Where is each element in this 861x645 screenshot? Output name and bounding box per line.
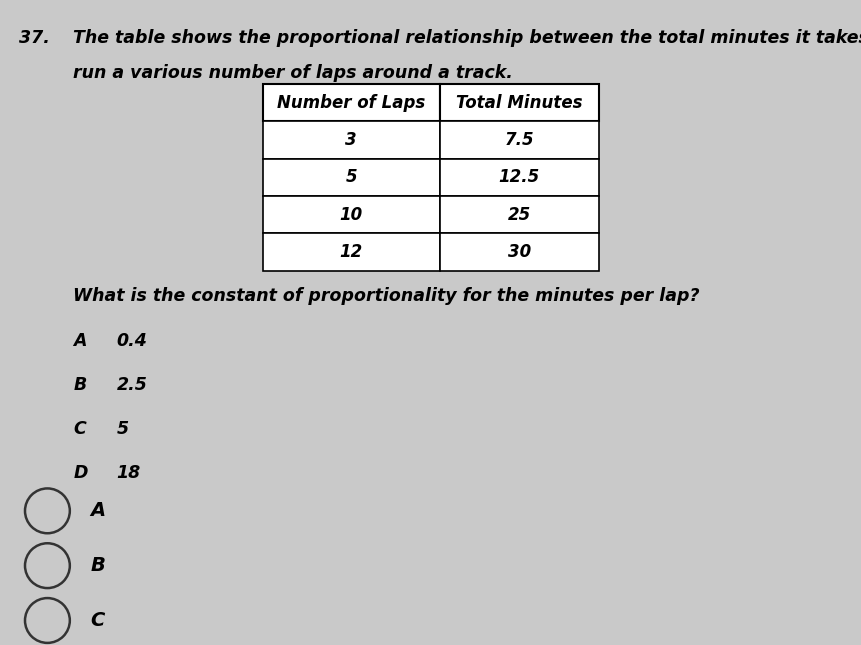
Text: run a various number of laps around a track.: run a various number of laps around a tr… xyxy=(73,64,512,83)
Text: 10: 10 xyxy=(339,206,362,224)
Text: The table shows the proportional relationship between the total minutes it takes: The table shows the proportional relatio… xyxy=(73,29,861,47)
Text: Total Minutes: Total Minutes xyxy=(455,94,582,112)
Bar xyxy=(263,159,439,196)
Text: B: B xyxy=(90,556,105,575)
Text: 5: 5 xyxy=(345,168,356,186)
Bar xyxy=(263,196,439,233)
Bar xyxy=(263,121,439,159)
Text: 3: 3 xyxy=(345,131,356,149)
Text: 0.4: 0.4 xyxy=(116,332,147,350)
Text: What is the constant of proportionality for the minutes per lap?: What is the constant of proportionality … xyxy=(73,287,699,305)
Text: 18: 18 xyxy=(116,464,140,482)
Bar xyxy=(439,159,598,196)
Text: 7.5: 7.5 xyxy=(504,131,534,149)
Text: Number of Laps: Number of Laps xyxy=(277,94,424,112)
Bar xyxy=(263,84,439,121)
Text: 2.5: 2.5 xyxy=(116,376,147,394)
Text: D: D xyxy=(73,464,88,482)
Text: C: C xyxy=(73,420,86,438)
Text: 12.5: 12.5 xyxy=(499,168,539,186)
Text: C: C xyxy=(90,611,105,630)
Bar xyxy=(439,233,598,271)
Bar xyxy=(439,196,598,233)
Text: A: A xyxy=(90,501,106,521)
Text: A: A xyxy=(73,332,87,350)
Text: 30: 30 xyxy=(507,243,530,261)
Bar xyxy=(439,84,598,121)
Bar xyxy=(263,233,439,271)
Text: 25: 25 xyxy=(507,206,530,224)
Bar xyxy=(439,121,598,159)
Text: 12: 12 xyxy=(339,243,362,261)
Text: B: B xyxy=(73,376,86,394)
Text: 37.: 37. xyxy=(19,29,50,47)
Text: 5: 5 xyxy=(116,420,128,438)
